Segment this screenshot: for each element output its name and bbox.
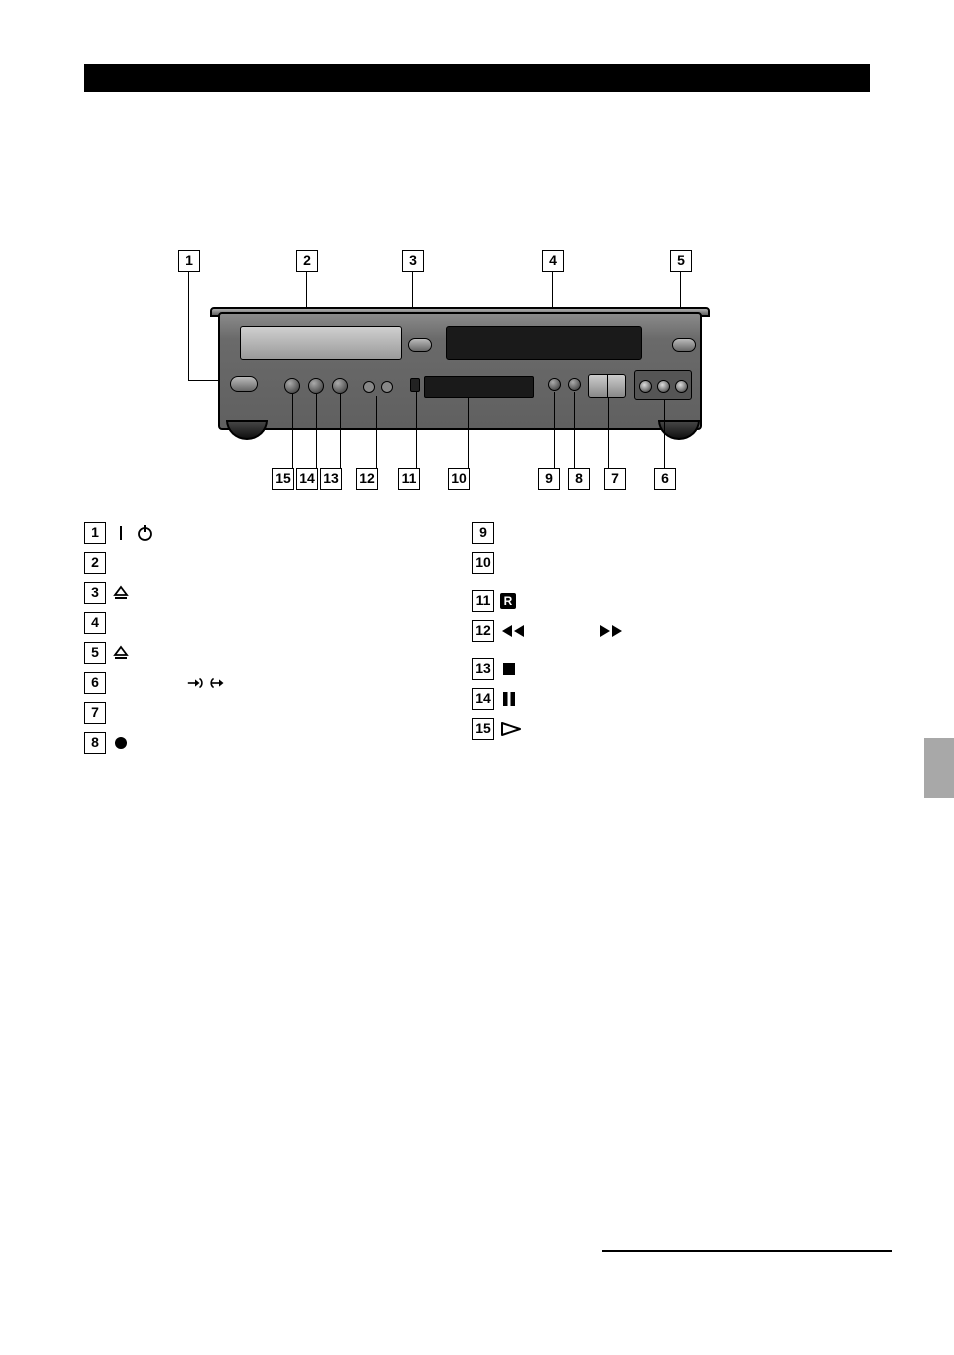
callout-box: 12 (356, 468, 378, 490)
legend-number: 12 (472, 620, 494, 642)
legend-item: 10 (472, 548, 852, 578)
ir-sensor (410, 378, 420, 392)
rew-ff-buttons (363, 376, 397, 396)
callout-line (416, 392, 417, 468)
header-black-bar (84, 64, 870, 92)
legend-number: 5 (84, 642, 106, 664)
callout-box: 11 (398, 468, 420, 490)
legend-item: 7 (84, 698, 464, 728)
device-diagram: 1 2 3 4 5 15 14 13 12 11 (160, 240, 720, 500)
callout-line (376, 396, 377, 468)
legend-number: 7 (84, 702, 106, 724)
callout-box: 4 (542, 250, 564, 272)
callout-box: 8 (568, 468, 590, 490)
legend-item: 12 (472, 616, 852, 646)
eject-button (672, 338, 696, 352)
callout-box: 2 (296, 250, 318, 272)
legend-number: 3 (84, 582, 106, 604)
play-icon (500, 721, 522, 737)
record-icon (112, 734, 130, 752)
callout-box: 15 (272, 468, 294, 490)
callout-line (554, 392, 555, 468)
legend-number: 8 (84, 732, 106, 754)
legend-number: 15 (472, 718, 494, 740)
legend-item: 9 (472, 518, 852, 548)
legend-number: 1 (84, 522, 106, 544)
callout-box: 13 (320, 468, 342, 490)
eject-icon (112, 584, 130, 602)
legend-number: 2 (84, 552, 106, 574)
callout-line (188, 272, 189, 380)
legend-item: 13 (472, 654, 852, 684)
callout-box: 6 (654, 468, 676, 490)
side-page-tab (924, 738, 954, 798)
callout-box: 1 (178, 250, 200, 272)
power-bar-icon (112, 524, 130, 542)
pause-icon (500, 690, 518, 708)
transport-button (548, 378, 561, 391)
callout-line (292, 394, 293, 468)
callout-box: 14 (296, 468, 318, 490)
power-switch (230, 376, 258, 392)
fast-forward-icon (598, 623, 624, 639)
callout-line (316, 394, 317, 468)
legend-item: 15 (472, 714, 852, 744)
callout-line (340, 394, 341, 468)
legend-item: 11 R (472, 586, 852, 616)
legend-item: 14 (472, 684, 852, 714)
ir-sensor-icon: R (500, 593, 516, 609)
callout-box: 5 (670, 250, 692, 272)
av-jack (675, 380, 688, 393)
callout-line (468, 398, 469, 468)
eject-icon (112, 644, 130, 662)
callout-line (574, 392, 575, 468)
legend-item: 3 (84, 578, 464, 608)
callout-box: 7 (604, 468, 626, 490)
legend-right-column: 9 10 11 R 12 13 14 15 (472, 518, 852, 744)
standby-icon (136, 524, 154, 542)
channel-buttons (588, 374, 626, 398)
display-window (424, 376, 534, 398)
stop-icon (500, 660, 518, 678)
callout-line (608, 398, 609, 468)
legend-number: 11 (472, 590, 494, 612)
transport-button (308, 378, 324, 394)
legend-item: 8 (84, 728, 464, 758)
callout-box: 3 (402, 250, 424, 272)
legend-item: 6 (84, 668, 464, 698)
legend-number: 10 (472, 552, 494, 574)
line-in-jacks-panel (634, 370, 692, 400)
legend-item: 5 (84, 638, 464, 668)
vcr-cassette-door (446, 326, 642, 360)
device-foot (226, 420, 268, 440)
legend-item: 2 (84, 548, 464, 578)
dvd-tray (240, 326, 402, 360)
legend-number: 9 (472, 522, 494, 544)
footer-rule (602, 1250, 892, 1252)
legend-left-column: 1 2 3 4 5 6 7 8 (84, 518, 464, 758)
callout-box: 10 (448, 468, 470, 490)
legend-number: 6 (84, 672, 106, 694)
transport-button (568, 378, 581, 391)
callout-box: 9 (538, 468, 560, 490)
legend-item: 4 (84, 608, 464, 638)
transport-button (284, 378, 300, 394)
transport-button (332, 378, 348, 394)
legend-number: 13 (472, 658, 494, 680)
input-out-icon (210, 674, 228, 692)
rewind-icon (500, 623, 526, 639)
input-in-icon (186, 674, 204, 692)
callout-line (664, 400, 665, 468)
av-jack (657, 380, 670, 393)
legend-number: 4 (84, 612, 106, 634)
legend-item: 1 (84, 518, 464, 548)
legend-number: 14 (472, 688, 494, 710)
eject-button (408, 338, 432, 352)
av-jack (639, 380, 652, 393)
